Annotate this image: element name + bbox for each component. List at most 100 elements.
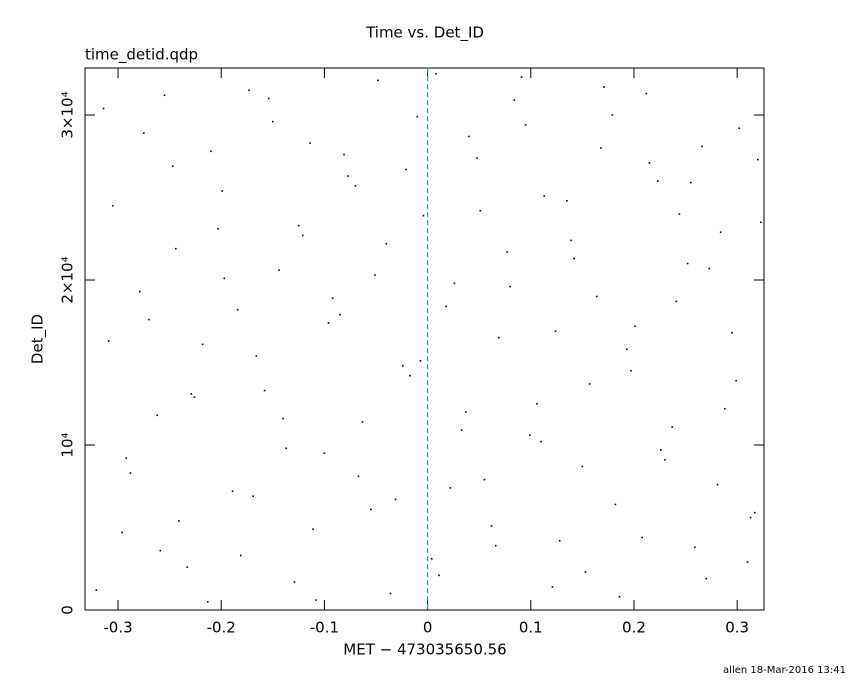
point xyxy=(148,318,150,321)
point xyxy=(554,330,557,332)
point xyxy=(566,200,568,202)
point xyxy=(528,434,531,436)
point xyxy=(323,452,326,455)
point xyxy=(536,402,538,405)
point xyxy=(483,478,486,481)
point xyxy=(701,145,703,148)
point xyxy=(731,332,733,334)
chart-subtitle: time_detid.qdp xyxy=(85,46,198,65)
point xyxy=(405,168,407,171)
point xyxy=(513,99,516,101)
point xyxy=(738,127,741,130)
point xyxy=(267,97,270,100)
point xyxy=(445,305,447,308)
point xyxy=(206,600,209,603)
point xyxy=(221,190,224,192)
x-tick-label: -0.2 xyxy=(207,619,236,637)
point xyxy=(315,599,317,601)
point xyxy=(618,596,621,598)
point xyxy=(125,457,128,460)
point xyxy=(494,544,497,547)
x-axis-label: MET − 473035650.56 xyxy=(343,641,506,659)
point xyxy=(611,114,614,116)
chart-title: Time vs. Det_ID xyxy=(365,24,484,43)
point xyxy=(416,115,419,118)
x-tick-label: -0.3 xyxy=(103,619,132,637)
point xyxy=(272,120,274,123)
point xyxy=(708,267,711,270)
point xyxy=(248,89,250,92)
point xyxy=(551,586,554,588)
point xyxy=(102,107,105,110)
point xyxy=(497,336,500,339)
point xyxy=(753,511,756,514)
point xyxy=(746,561,749,563)
point xyxy=(178,520,180,522)
point xyxy=(156,414,159,417)
point xyxy=(660,449,662,451)
point xyxy=(460,429,463,431)
y-tick-label: 10⁴ xyxy=(59,432,77,457)
point xyxy=(645,92,648,95)
point xyxy=(435,72,437,75)
point xyxy=(664,459,666,461)
point xyxy=(278,269,280,271)
point xyxy=(143,132,145,134)
point xyxy=(263,389,266,392)
point xyxy=(476,157,478,159)
point xyxy=(370,508,372,511)
point xyxy=(339,313,341,316)
point xyxy=(524,124,527,126)
footer-stamp: allen 18-Mar-2016 13:41 xyxy=(723,665,846,676)
point xyxy=(543,195,546,197)
point xyxy=(236,308,239,311)
point xyxy=(210,150,212,153)
point xyxy=(159,549,162,552)
point xyxy=(641,536,644,539)
point xyxy=(705,577,708,580)
point xyxy=(634,325,636,328)
point xyxy=(347,175,349,177)
point xyxy=(240,554,242,557)
point xyxy=(357,475,360,478)
point xyxy=(95,589,98,592)
point xyxy=(430,558,433,560)
point xyxy=(129,472,132,474)
point xyxy=(749,516,752,519)
point xyxy=(312,528,314,530)
point xyxy=(331,297,334,299)
point xyxy=(760,221,762,224)
point xyxy=(309,142,311,144)
point xyxy=(361,421,364,423)
point xyxy=(121,531,123,534)
point xyxy=(656,180,659,182)
point xyxy=(506,251,508,253)
point xyxy=(385,242,388,245)
x-tick-label: -0.1 xyxy=(310,619,339,637)
x-tick-label: 0.2 xyxy=(622,619,646,637)
point xyxy=(468,135,470,138)
point xyxy=(190,393,193,395)
point xyxy=(201,343,204,346)
point xyxy=(163,94,166,97)
point xyxy=(464,411,467,413)
y-tick-label: 3×10⁴ xyxy=(59,91,77,138)
point xyxy=(438,574,440,577)
point xyxy=(374,274,376,276)
point xyxy=(301,234,304,237)
point xyxy=(490,525,493,527)
point xyxy=(588,383,591,385)
y-tick-label: 0 xyxy=(59,605,77,615)
point xyxy=(630,369,632,372)
point xyxy=(625,348,628,351)
point xyxy=(675,300,678,303)
point xyxy=(671,426,673,428)
point xyxy=(343,153,345,156)
point xyxy=(327,322,330,324)
plot-frame xyxy=(84,67,765,611)
x-tick-label: 0.1 xyxy=(519,619,543,637)
point xyxy=(540,440,542,443)
point xyxy=(570,239,572,242)
point xyxy=(138,290,141,293)
